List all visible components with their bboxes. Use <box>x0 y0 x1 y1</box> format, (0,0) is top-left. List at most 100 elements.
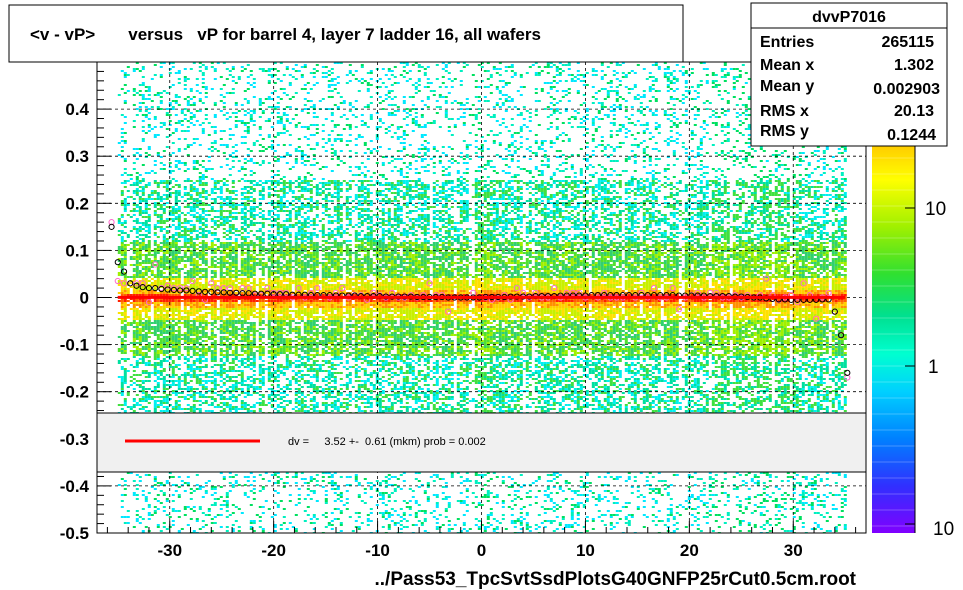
heatmap-cell <box>205 380 208 382</box>
heatmap-cell <box>247 102 250 104</box>
heatmap-cell <box>151 198 154 200</box>
heatmap-cell <box>259 104 262 106</box>
heatmap-cell <box>190 488 193 490</box>
heatmap-cell <box>226 252 229 254</box>
heatmap-cell <box>193 284 196 286</box>
heatmap-cell <box>154 512 157 514</box>
heatmap-cell <box>187 372 190 374</box>
heatmap-cell <box>142 356 145 358</box>
heatmap-cell <box>139 318 142 320</box>
heatmap-cell <box>136 332 139 334</box>
heatmap-cell <box>274 332 277 334</box>
heatmap-cell <box>121 214 124 216</box>
heatmap-cell <box>154 320 157 322</box>
heatmap-cell <box>169 366 172 368</box>
heatmap-cell <box>217 316 220 318</box>
heatmap-cell <box>259 306 262 308</box>
heatmap-cell <box>145 260 148 262</box>
heatmap-cell <box>160 312 163 314</box>
heatmap-cell <box>253 322 256 324</box>
heatmap-cell <box>202 74 205 76</box>
heatmap-cell <box>238 306 241 308</box>
heatmap-cell <box>262 278 265 280</box>
heatmap-cell <box>178 344 181 346</box>
heatmap-cell <box>268 334 271 336</box>
heatmap-cell <box>232 204 235 206</box>
heatmap-cell <box>244 206 247 208</box>
heatmap-cell <box>235 520 238 522</box>
heatmap-cell <box>187 274 190 276</box>
heatmap-cell <box>202 270 205 272</box>
heatmap-cell <box>187 260 190 262</box>
heatmap-cell <box>130 322 133 324</box>
heatmap-cell <box>178 314 181 316</box>
heatmap-cell <box>178 206 181 208</box>
heatmap-cell <box>142 324 145 326</box>
heatmap-cell <box>217 514 220 516</box>
heatmap-cell <box>205 332 208 334</box>
heatmap-cell <box>262 162 265 164</box>
heatmap-cell <box>136 498 139 500</box>
heatmap-cell <box>172 342 175 344</box>
heatmap-cell <box>193 396 196 398</box>
heatmap-cell <box>232 368 235 370</box>
heatmap-cell <box>172 370 175 372</box>
heatmap-cell <box>220 394 223 396</box>
heatmap-cell <box>187 314 190 316</box>
heatmap-cell <box>154 346 157 348</box>
heatmap-cell <box>193 114 196 116</box>
heatmap-cell <box>241 198 244 200</box>
heatmap-cell <box>160 272 163 274</box>
heatmap-cell <box>148 360 151 362</box>
heatmap-cell <box>187 302 190 304</box>
heatmap-cell <box>268 98 271 100</box>
heatmap-cell <box>241 262 244 264</box>
heatmap-cell <box>190 342 193 344</box>
heatmap-cell <box>274 360 277 362</box>
heatmap-cell <box>253 262 256 264</box>
heatmap-cell <box>247 350 250 352</box>
heatmap-cell <box>220 340 223 342</box>
heatmap-cell <box>121 348 124 350</box>
heatmap-cell <box>262 360 265 362</box>
heatmap-cell <box>163 222 166 224</box>
heatmap-cell <box>154 368 157 370</box>
heatmap-cell <box>145 334 148 336</box>
heatmap-cell <box>193 372 196 374</box>
heatmap-cell <box>187 338 190 340</box>
heatmap-cell <box>211 256 214 258</box>
heatmap-cell <box>175 216 178 218</box>
heatmap-cell <box>262 182 265 184</box>
heatmap-cell <box>262 378 265 380</box>
heatmap-cell <box>172 328 175 330</box>
heatmap-cell <box>277 268 280 270</box>
heatmap-cell <box>253 142 256 144</box>
heatmap-cell <box>256 206 259 208</box>
heatmap-cell <box>244 110 247 112</box>
heatmap-cell <box>121 146 124 148</box>
heatmap-cell <box>259 102 262 104</box>
heatmap-cell <box>211 168 214 170</box>
heatmap-cell <box>232 248 235 250</box>
heatmap-cell <box>163 350 166 352</box>
heatmap-cell <box>268 258 271 260</box>
heatmap-cell <box>244 248 247 250</box>
heatmap-cell <box>139 352 142 354</box>
heatmap-cell <box>178 406 181 408</box>
heatmap-cell <box>148 252 151 254</box>
heatmap-cell <box>259 380 262 382</box>
heatmap-cell <box>223 228 226 230</box>
heatmap-cell <box>244 306 247 308</box>
heatmap-cell <box>223 244 226 246</box>
heatmap-cell <box>232 266 235 268</box>
heatmap-cell <box>148 326 151 328</box>
heatmap-cell <box>277 264 280 266</box>
heatmap-cell <box>178 380 181 382</box>
heatmap-cell <box>142 102 145 104</box>
heatmap-cell <box>157 260 160 262</box>
heatmap-cell <box>235 330 238 332</box>
heatmap-cell <box>214 232 217 234</box>
heatmap-cell <box>139 272 142 274</box>
heatmap-cell <box>229 316 232 318</box>
heatmap-cell <box>229 92 232 94</box>
